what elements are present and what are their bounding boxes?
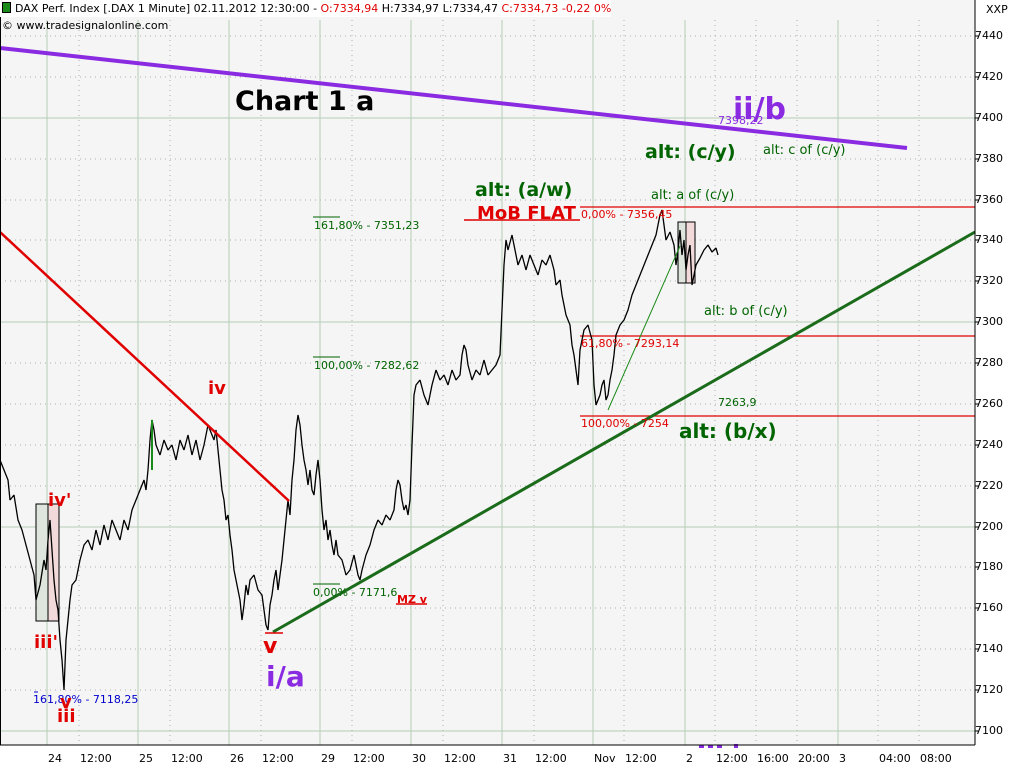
fib-levels-red [580,206,975,417]
wave-label-v: v [263,634,278,659]
x-tick: 30 [412,752,426,765]
fib-0-green-label: 0,00% - 7171,6 [313,586,398,599]
horizontal-grid-major [0,117,975,732]
instrument-info: DAX Perf. Index [.DAX 1 Minute] 02.11.20… [15,2,321,15]
wave-label-i-a: i/a [266,660,305,693]
x-tick: 29 [321,752,335,765]
x-tick: 12:00 [444,752,476,765]
green-thin-line [607,245,681,411]
y-tick: 7260 [975,397,1003,410]
y-tick: 7340 [975,233,1003,246]
close-value: C:7334,73 [501,2,559,15]
y-tick: 7200 [975,520,1003,533]
y-tick: 7400 [975,111,1003,124]
fib-100-green-label: 100,00% - 7282,62 [314,359,420,372]
x-tick: 31 [503,752,517,765]
y-tick: 7360 [975,193,1003,206]
x-tick: 12:00 [262,752,294,765]
green-trendline [272,230,976,634]
fib-100-red-label: 100,00% - 7254 [581,417,669,430]
low-value: L:7334,47 [442,2,498,15]
mob-flat-label: MoB FLAT [477,203,576,224]
y-tick: 7100 [975,724,1003,737]
y-tick: 7240 [975,438,1003,451]
x-tick: 04:00 [879,752,911,765]
box-marker-red [47,503,60,622]
x-tick: 12:00 [80,752,112,765]
change-value: -0,22 0% [561,2,612,15]
alt-c-y-label: alt: (c/y) [645,141,736,163]
x-tick: 2 [686,752,693,765]
x-tick: 12:00 [171,752,203,765]
x-tick: 26 [230,752,244,765]
y-tick: 7380 [975,152,1003,165]
x-tick: 16:00 [757,752,789,765]
alt-a-of-c-y-label: alt: a of (c/y) [651,188,735,203]
x-tick: 3 [839,752,846,765]
fib-618-label: 61,80% - 7293,14 [581,337,680,350]
wave-label-iii: iii [57,706,76,727]
vertical-grid-minor [78,20,920,745]
purple-trendline [0,46,908,150]
alt-b-of-c-y-label: alt: b of (c/y) [704,304,788,319]
purple-fragments [699,744,738,748]
x-tick: 24 [48,752,62,765]
alt-b-x-label: alt: (b/x) [679,419,777,443]
candle-icon [2,2,11,13]
y-tick: 7220 [975,479,1003,492]
x-tick: 12:00 [625,752,657,765]
y-tick: 7320 [975,274,1003,287]
wave-label-v-small: v [60,692,72,713]
open-value: O:7334,94 [320,2,379,15]
wave-label-iii-prime: iii' [34,632,59,653]
level-ticks [34,216,580,693]
wave-label-iv-prime: iv' [48,490,72,511]
alt-a-w-label: alt: (a/w) [475,179,573,201]
purple-value-label: 7398,22 [718,114,764,127]
wave-label-iv: iv [208,378,226,399]
y-tick: 7120 [975,683,1003,696]
y-tick: 7280 [975,356,1003,369]
y-tick: 7140 [975,642,1003,655]
wave-label-ii-b: ii/b [733,92,786,127]
axis-unit: XXP [986,3,1008,16]
fib-161-blue-label: 161,80% - 7118,25 [33,693,139,706]
x-tick: 12:00 [716,752,748,765]
fib-top-label: 0,00% - 7356,45 [581,208,673,221]
vertical-grid-major [46,20,839,745]
chart-header: DAX Perf. Index [.DAX 1 Minute] 02.11.20… [0,0,612,17]
x-tick: 20:00 [798,752,830,765]
x-tick: 08:00 [920,752,952,765]
x-tick: 12:00 [535,752,567,765]
high-value: H:7334,97 [381,2,440,15]
x-tick: 12:00 [353,752,385,765]
alt-c-of-c-y-label: alt: c of (c/y) [763,143,846,158]
mz-v-label: MZ v [397,593,427,606]
trend-value-label: 7263,9 [718,396,757,409]
x-tick: Nov [594,752,616,765]
y-tick: 7420 [975,70,1003,83]
red-trendline [0,231,290,502]
x-tick: 25 [139,752,153,765]
y-tick: 7300 [975,315,1003,328]
y-tick: 7440 [975,29,1003,42]
y-tick-marks [975,35,979,732]
fib-161-label: 161,80% - 7351,23 [314,219,420,232]
y-tick: 7180 [975,560,1003,573]
chart-title: Chart 1 a [235,86,375,117]
y-tick: 7160 [975,601,1003,614]
copyright: © www.tradesignalonline.com [2,19,169,32]
price-line [0,209,719,691]
